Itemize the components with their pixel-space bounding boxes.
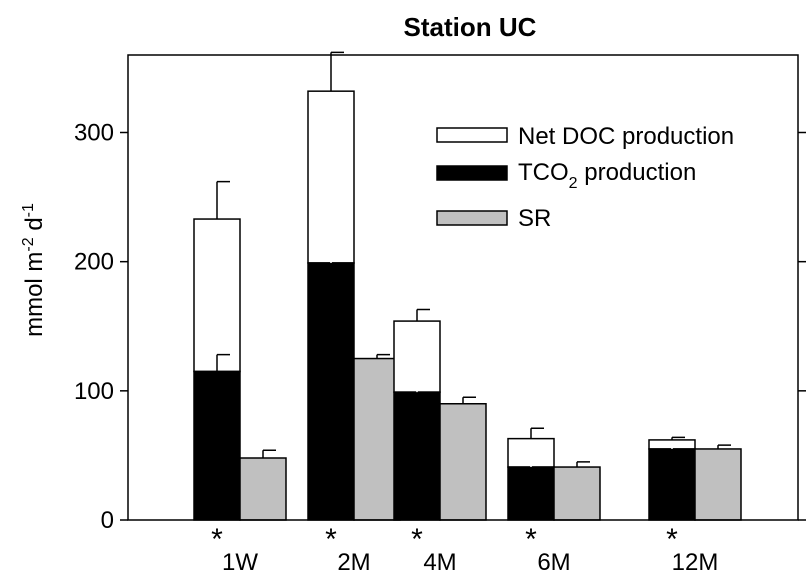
plot-frame xyxy=(127,54,799,521)
chart-title: Station UC xyxy=(404,12,537,42)
error-bar-net-doc-1W xyxy=(216,180,230,220)
y-axis-label-prefix: mmol m xyxy=(21,252,48,337)
error-bar-sr-6M xyxy=(576,461,590,468)
bar-sr-1W xyxy=(239,457,287,521)
error-bar-tco2-6M xyxy=(530,461,544,468)
error-bar-tco2-1W xyxy=(216,353,230,372)
error-bar-sr-2M xyxy=(376,353,390,359)
x-tick-label-4M: 4M xyxy=(423,549,456,576)
legend: Net DOC production TCO2 production SR xyxy=(436,123,734,232)
legend-label-tco2: TCO2 production xyxy=(518,159,696,192)
error-bar-net-doc-6M xyxy=(530,427,544,439)
legend-swatch-sr xyxy=(436,210,508,226)
significance-star-12M: * xyxy=(666,523,678,556)
error-bar-net-doc-12M xyxy=(671,436,685,440)
legend-label-sr: SR xyxy=(518,205,551,232)
error-bar-tco2-2M xyxy=(330,236,344,263)
y-tick-label-100: 100 xyxy=(74,378,114,405)
y-axis-label-exp2: -1 xyxy=(20,203,37,217)
bar-tco2-1W xyxy=(193,370,241,521)
bar-tco2-4M xyxy=(393,391,441,521)
legend-label-tco2-text: TCO xyxy=(518,159,569,186)
y-tick-label-0: 0 xyxy=(101,507,114,534)
bar-net-doc-2M xyxy=(307,90,355,264)
bar-net-doc-1W xyxy=(193,218,241,373)
error-bar-sr-1W xyxy=(262,449,276,458)
legend-label-tco2-rest: production xyxy=(578,159,697,186)
significance-star-6M: * xyxy=(525,523,537,556)
x-tick-label-2M: 2M xyxy=(337,549,370,576)
error-bar-net-doc-2M xyxy=(330,51,344,92)
x-tick-label-12M: 12M xyxy=(672,549,719,576)
legend-swatch-tco2 xyxy=(436,165,508,181)
legend-label-net-doc: Net DOC production xyxy=(518,123,734,150)
bar-sr-6M xyxy=(553,466,601,521)
bar-sr-4M xyxy=(439,403,487,521)
error-bar-sr-4M xyxy=(462,396,476,404)
error-bar-sr-12M xyxy=(717,444,731,449)
bar-tco2-2M xyxy=(307,262,355,521)
bar-sr-12M xyxy=(694,448,742,521)
significance-star-2M: * xyxy=(325,523,337,556)
error-bar-tco2-4M xyxy=(416,381,430,393)
legend-label-tco2-sub: 2 xyxy=(569,175,578,192)
y-axis-label-mid: d xyxy=(21,217,48,237)
x-tick-label-1W: 1W xyxy=(222,549,258,576)
bar-net-doc-4M xyxy=(393,320,441,393)
significance-star-4M: * xyxy=(411,523,423,556)
bar-tco2-6M xyxy=(507,466,555,521)
y-axis-label-exp1: -2 xyxy=(20,237,37,251)
x-tick-label-6M: 6M xyxy=(537,549,570,576)
y-axis-label: mmol m-2 d-1 xyxy=(20,203,48,337)
y-tick-label-300: 300 xyxy=(74,120,114,147)
legend-swatch-net-doc xyxy=(436,127,508,143)
bar-sr-2M xyxy=(353,357,401,521)
significance-star-1W: * xyxy=(211,523,223,556)
error-bar-net-doc-4M xyxy=(416,308,430,322)
bar-tco2-12M xyxy=(648,448,696,521)
y-tick-label-200: 200 xyxy=(74,249,114,276)
error-bar-tco2-12M xyxy=(671,444,685,449)
